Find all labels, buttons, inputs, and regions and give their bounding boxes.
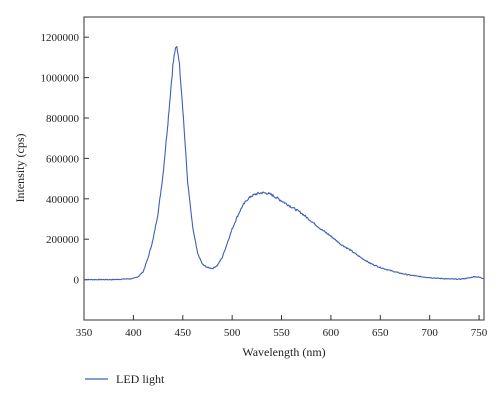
- y-tick-label: 800000: [46, 113, 80, 125]
- y-tick-label: 1000000: [41, 73, 80, 85]
- y-tick-label: 400000: [46, 194, 80, 206]
- x-tick-label: 650: [372, 327, 389, 339]
- y-tick-label: 0: [74, 275, 80, 287]
- legend: LED light: [85, 372, 165, 386]
- legend-label-led-light: LED light: [116, 372, 165, 386]
- x-tick-label: 350: [76, 327, 93, 339]
- x-tick-label: 400: [125, 327, 142, 339]
- y-axis-title: Intensity (cps): [13, 134, 27, 203]
- x-tick-label: 600: [323, 327, 340, 339]
- x-tick-label: 450: [175, 327, 192, 339]
- series-line-led-light: [83, 45, 485, 281]
- x-tick-label: 500: [224, 327, 241, 339]
- x-tick-label: 550: [273, 327, 290, 339]
- x-tick-label: 750: [471, 327, 488, 339]
- x-axis-ticks: 350 400 450 500 550 600 650 700 750: [76, 315, 488, 339]
- y-tick-label: 200000: [46, 234, 80, 246]
- plot-frame: [83, 16, 485, 321]
- y-tick-label: 1200000: [41, 32, 80, 44]
- y-axis-ticks: 0 200000 400000 600000 800000 1000000 1200000: [41, 32, 89, 287]
- x-axis-title: Wavelength (nm): [242, 345, 325, 359]
- series-layer: [83, 45, 485, 281]
- x-tick-label: 700: [421, 327, 438, 339]
- y-tick-label: 600000: [46, 153, 80, 165]
